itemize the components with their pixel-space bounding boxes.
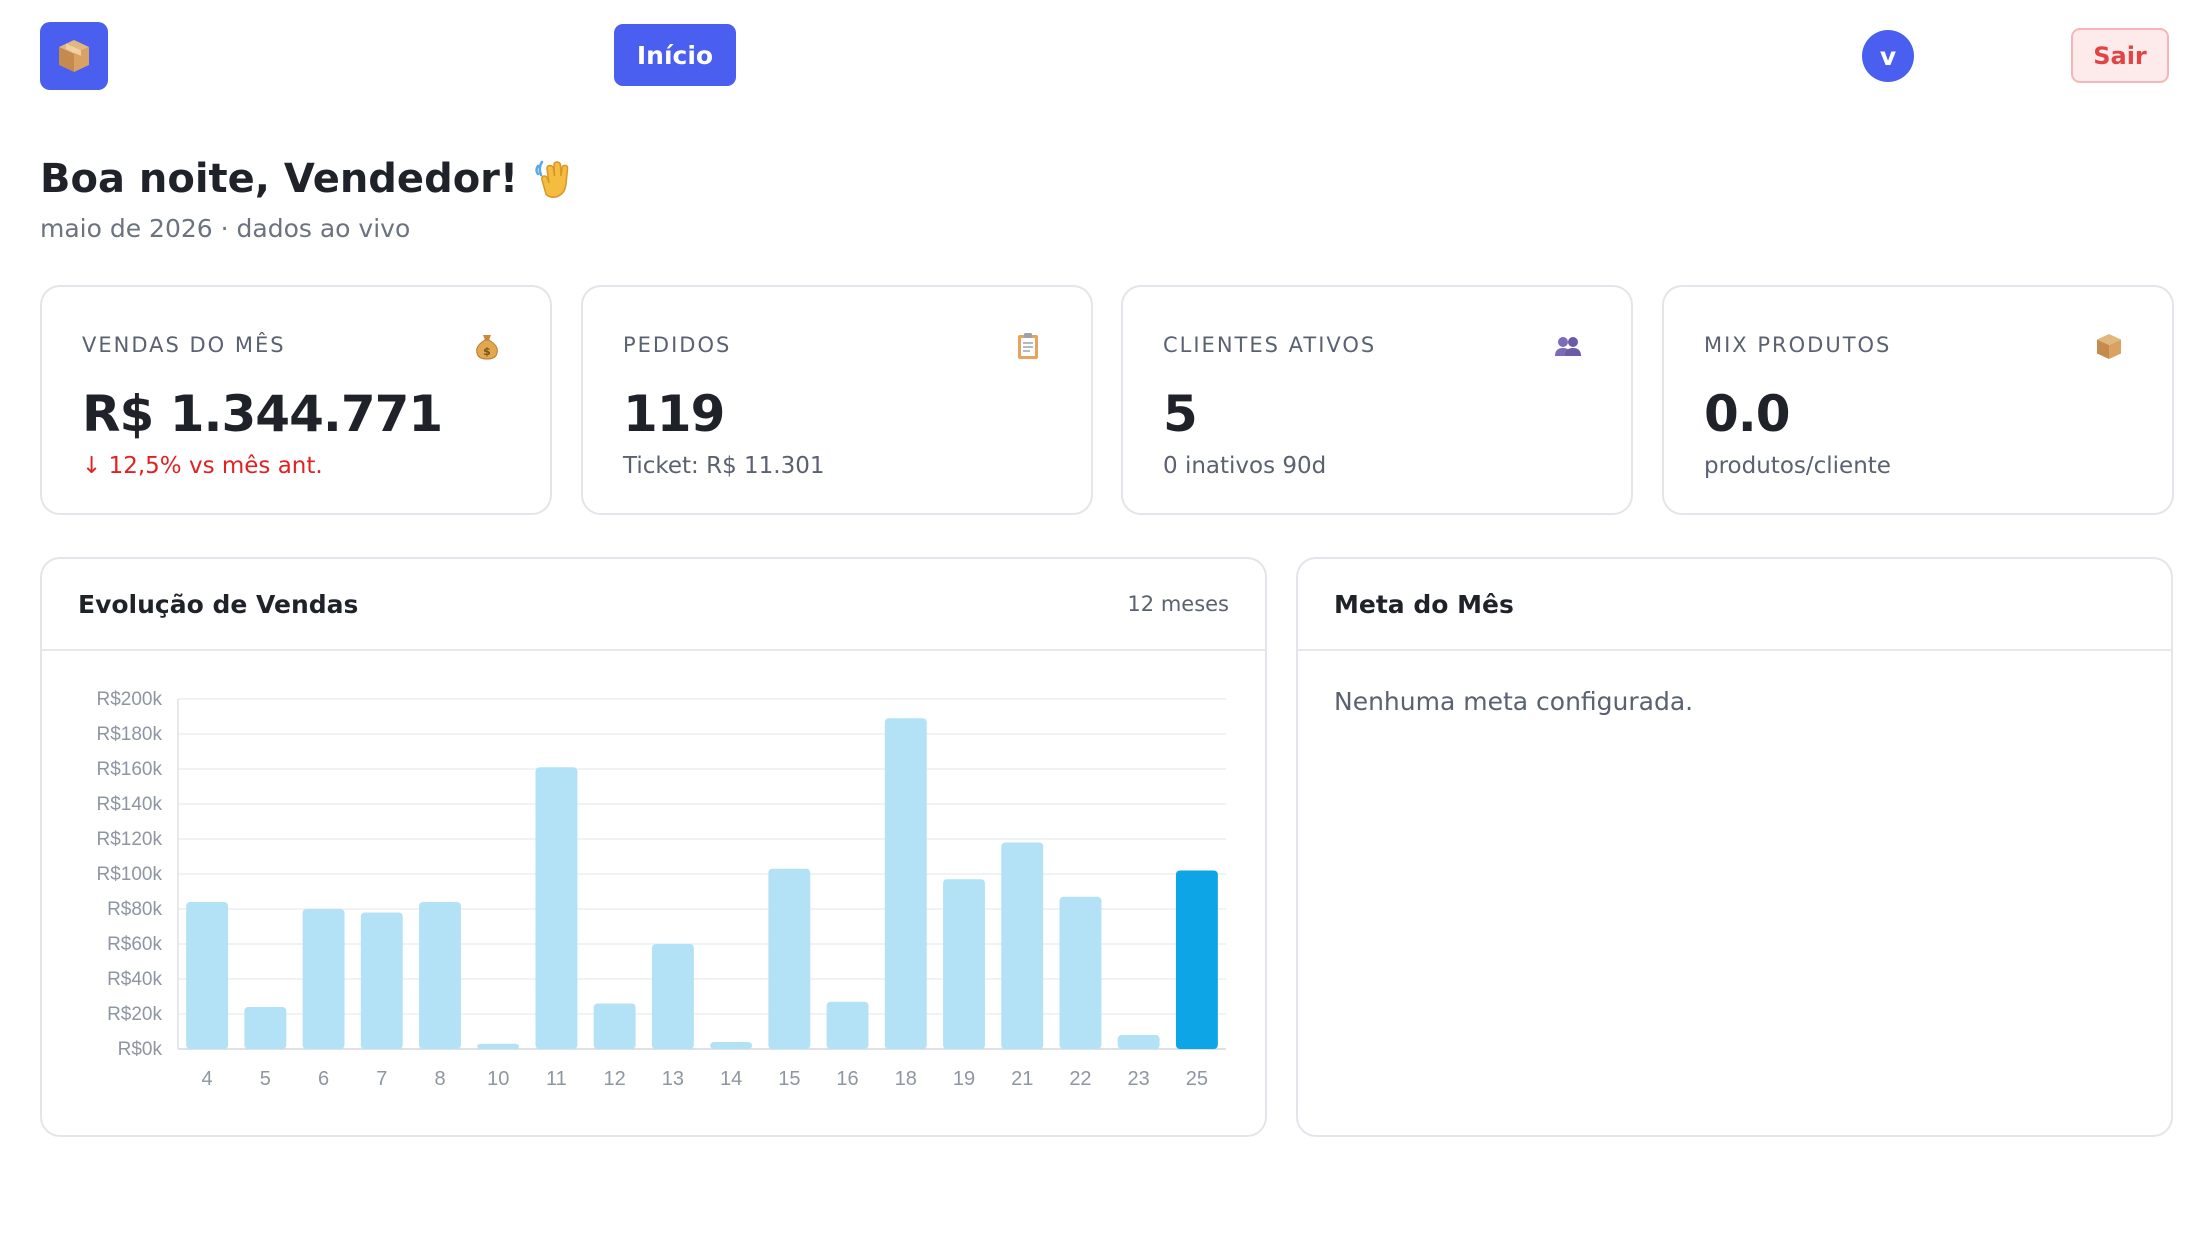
kpi-value: R$ 1.344.771 — [82, 385, 443, 443]
y-tick-label: R$40k — [107, 969, 162, 990]
x-tick-label: 11 — [546, 1068, 567, 1090]
kpi-card-customers: CLIENTES ATIVOS 5 0 inativos 90d — [1121, 285, 1633, 515]
x-tick-label: 4 — [202, 1068, 213, 1090]
x-tick-label: 21 — [1011, 1068, 1033, 1090]
people-icon — [1555, 337, 1581, 356]
x-tick-label: 8 — [434, 1068, 445, 1090]
money-bag-icon: $ — [476, 335, 498, 360]
nav-home-button[interactable]: Início — [614, 24, 736, 86]
bar — [419, 902, 461, 1049]
panel-title: Meta do Mês — [1334, 589, 1514, 619]
empty-goal-message: Nenhuma meta configurada. — [1334, 687, 1694, 716]
clipboard-icon — [1018, 333, 1038, 359]
sales-chart-panel: Evolução de Vendas 12 meses R$0k R$20k R$4… — [40, 557, 1267, 1137]
x-tick-label: 16 — [836, 1068, 858, 1090]
x-tick-label: 23 — [1128, 1068, 1150, 1090]
y-tick-label: R$20k — [107, 1004, 162, 1025]
package-icon — [59, 40, 89, 72]
greeting-title: Boa noite, Vendedor! — [40, 156, 519, 202]
kpi-label: PEDIDOS — [623, 333, 732, 357]
y-tick-label: R$100k — [97, 864, 163, 885]
x-tick-label: 18 — [895, 1068, 917, 1090]
greeting-subtitle: maio de 2026 · dados ao vivo — [40, 214, 411, 243]
bar — [244, 1007, 287, 1049]
kpi-card-product-mix: MIX PRODUTOS 0.0 produtos/cliente — [1662, 285, 2174, 515]
bar — [477, 1043, 520, 1049]
x-tick-label: 19 — [953, 1068, 975, 1090]
svg-text:$: $ — [483, 345, 491, 358]
bar — [651, 944, 694, 1049]
x-tick-label: 15 — [778, 1068, 800, 1090]
bar — [593, 1003, 636, 1049]
y-tick-label: R$180k — [97, 724, 163, 745]
package-icon — [2097, 334, 2121, 359]
y-tick-label: R$140k — [97, 794, 163, 815]
y-tick-label: R$80k — [107, 899, 162, 920]
kpi-sub: Ticket: R$ 11.301 — [623, 453, 825, 479]
x-tick-label: 6 — [318, 1068, 329, 1090]
bar — [535, 767, 578, 1049]
kpi-sub: 0 inativos 90d — [1163, 453, 1327, 479]
kpi-label: CLIENTES ATIVOS — [1163, 333, 1377, 357]
x-tick-label: 12 — [604, 1068, 626, 1090]
logout-button[interactable]: Sair — [2071, 28, 2169, 83]
waving-hand-icon — [535, 160, 569, 198]
bar — [943, 879, 985, 1049]
bar — [884, 718, 927, 1049]
x-tick-label: 13 — [662, 1068, 684, 1090]
bar — [302, 909, 345, 1049]
bar — [826, 1001, 869, 1049]
y-tick-label: R$160k — [97, 759, 163, 780]
logo[interactable] — [40, 22, 108, 90]
greeting-heading: Boa noite, Vendedor! — [40, 156, 578, 202]
kpi-card-sales: VENDAS DO MÊS $ R$ 1.344.771 ↓ 12,5% vs … — [40, 285, 552, 515]
bar — [1175, 870, 1218, 1049]
kpi-value: 5 — [1163, 385, 1198, 443]
y-tick-label: R$0k — [118, 1039, 163, 1060]
y-tick-label: R$200k — [97, 689, 163, 710]
y-tick-label: R$60k — [107, 934, 162, 955]
x-tick-label: 25 — [1186, 1068, 1208, 1090]
bar — [1059, 896, 1102, 1049]
kpi-label: MIX PRODUTOS — [1704, 333, 1892, 357]
y-tick-label: R$120k — [97, 829, 163, 850]
kpi-value: 0.0 — [1704, 385, 1791, 443]
x-tick-label: 22 — [1069, 1068, 1091, 1090]
goal-panel: Meta do Mês Nenhuma meta configurada. — [1296, 557, 2173, 1137]
x-tick-label: 7 — [376, 1068, 387, 1090]
x-tick-label: 5 — [260, 1068, 271, 1090]
kpi-value: 119 — [623, 385, 725, 443]
bar — [1117, 1035, 1160, 1049]
panel-header: Meta do Mês — [1298, 559, 2171, 651]
x-tick-label: 14 — [720, 1068, 742, 1090]
bar — [1001, 842, 1044, 1049]
user-avatar[interactable]: v — [1862, 30, 1914, 82]
kpi-sub: produtos/cliente — [1704, 453, 1891, 479]
bar — [360, 912, 403, 1049]
bar — [186, 902, 229, 1049]
panel-title: Evolução de Vendas — [78, 589, 359, 619]
kpi-label: VENDAS DO MÊS — [82, 333, 286, 357]
kpi-trend: ↓ 12,5% vs mês ant. — [82, 453, 323, 479]
bar — [710, 1042, 753, 1049]
x-tick-label: 10 — [487, 1068, 509, 1090]
sales-bar-chart: R$0k R$20k R$40k R$60k R$80k R$100k R$120k R$14… — [97, 689, 1226, 1090]
panel-header: Evolução de Vendas 12 meses — [42, 559, 1265, 651]
bar — [768, 868, 811, 1049]
kpi-card-orders: PEDIDOS 119 Ticket: R$ 11.301 — [581, 285, 1093, 515]
period-label: 12 meses — [1127, 592, 1229, 616]
